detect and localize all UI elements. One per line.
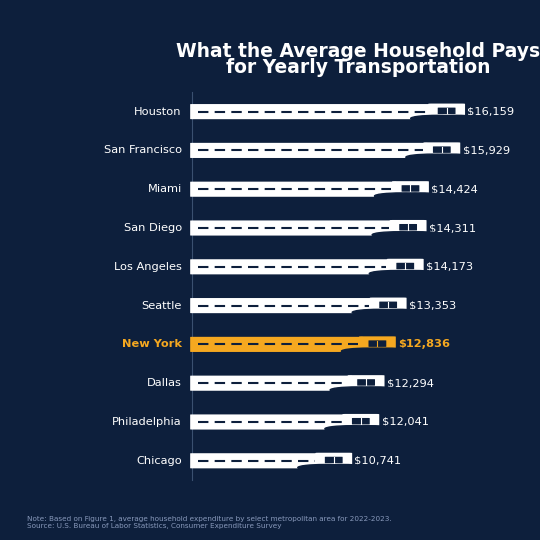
FancyBboxPatch shape [368, 340, 386, 347]
Circle shape [369, 271, 422, 276]
Circle shape [391, 232, 444, 238]
Text: San Diego: San Diego [124, 223, 182, 233]
Circle shape [425, 154, 478, 160]
Circle shape [349, 387, 402, 393]
FancyBboxPatch shape [396, 263, 414, 269]
Circle shape [371, 309, 424, 315]
FancyBboxPatch shape [342, 414, 379, 430]
Text: Note: Based on Figure 1, average household expenditure by select metropolitan ar: Note: Based on Figure 1, average househo… [27, 516, 391, 529]
Text: Los Angeles: Los Angeles [114, 262, 182, 272]
FancyBboxPatch shape [190, 259, 391, 274]
FancyBboxPatch shape [370, 298, 407, 314]
FancyBboxPatch shape [352, 418, 370, 424]
Circle shape [430, 116, 483, 122]
FancyBboxPatch shape [190, 453, 320, 468]
FancyBboxPatch shape [190, 104, 433, 119]
FancyBboxPatch shape [315, 453, 352, 469]
FancyBboxPatch shape [190, 143, 428, 158]
FancyBboxPatch shape [392, 181, 429, 197]
FancyBboxPatch shape [433, 146, 451, 153]
FancyBboxPatch shape [190, 181, 396, 197]
Circle shape [360, 348, 413, 354]
Circle shape [352, 309, 405, 315]
FancyBboxPatch shape [190, 414, 347, 429]
Text: $12,294: $12,294 [387, 378, 434, 388]
FancyBboxPatch shape [423, 143, 460, 158]
Text: $12,041: $12,041 [382, 417, 429, 427]
Text: Chicago: Chicago [136, 456, 182, 466]
Text: $14,311: $14,311 [429, 223, 476, 233]
Text: $16,159: $16,159 [467, 106, 515, 117]
FancyBboxPatch shape [190, 337, 363, 352]
Text: Philadelphia: Philadelphia [112, 417, 182, 427]
FancyBboxPatch shape [438, 107, 456, 114]
Circle shape [317, 464, 370, 471]
Text: for Yearly Transportation: for Yearly Transportation [226, 58, 490, 77]
Circle shape [298, 464, 351, 471]
Text: Seattle: Seattle [141, 301, 182, 310]
FancyBboxPatch shape [387, 259, 424, 275]
Circle shape [325, 426, 378, 432]
Circle shape [372, 232, 425, 238]
Text: Houston: Houston [134, 106, 182, 117]
Circle shape [330, 387, 383, 393]
Text: Miami: Miami [147, 184, 182, 194]
Text: $10,741: $10,741 [354, 456, 402, 466]
Circle shape [410, 116, 464, 122]
FancyBboxPatch shape [402, 185, 420, 192]
Text: $14,424: $14,424 [431, 184, 478, 194]
Text: San Francisco: San Francisco [104, 145, 182, 156]
FancyBboxPatch shape [348, 375, 384, 391]
FancyBboxPatch shape [190, 298, 374, 313]
FancyBboxPatch shape [325, 457, 343, 463]
Text: What the Average Household Pays: What the Average Household Pays [176, 42, 540, 61]
FancyBboxPatch shape [428, 104, 465, 120]
FancyBboxPatch shape [379, 301, 397, 308]
Circle shape [388, 271, 441, 276]
FancyBboxPatch shape [399, 224, 417, 231]
FancyBboxPatch shape [190, 376, 352, 391]
Circle shape [341, 348, 394, 354]
Text: $13,353: $13,353 [409, 301, 456, 310]
Text: $12,836: $12,836 [398, 340, 450, 349]
Text: $15,929: $15,929 [463, 145, 510, 156]
Circle shape [394, 193, 447, 199]
FancyBboxPatch shape [190, 220, 394, 235]
Text: $14,173: $14,173 [426, 262, 473, 272]
Text: New York: New York [122, 340, 182, 349]
FancyBboxPatch shape [357, 379, 375, 386]
Circle shape [344, 426, 397, 432]
FancyBboxPatch shape [390, 220, 427, 236]
Text: Dallas: Dallas [147, 378, 182, 388]
Circle shape [375, 193, 428, 199]
Circle shape [406, 154, 459, 160]
FancyBboxPatch shape [359, 336, 396, 353]
